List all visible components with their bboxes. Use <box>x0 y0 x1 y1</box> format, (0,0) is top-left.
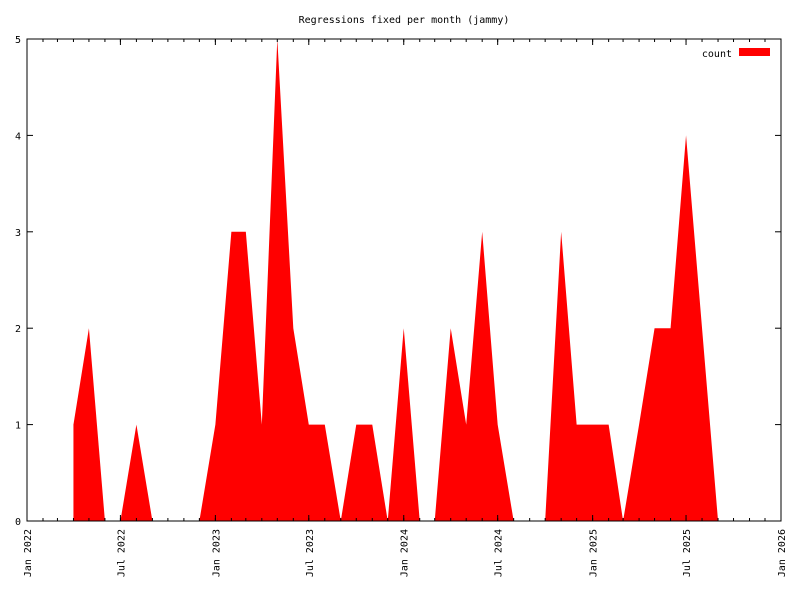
area-segment <box>387 328 420 521</box>
y-tick-label: 1 <box>15 421 21 432</box>
x-tick-label: Jan 2026 <box>777 529 788 577</box>
area-segment <box>120 424 153 521</box>
x-tick-label: Jul 2025 <box>682 529 693 577</box>
legend: count <box>702 48 770 60</box>
area-segment <box>340 424 388 521</box>
y-tick-label: 2 <box>15 324 21 335</box>
area-layer <box>73 39 719 522</box>
legend-label: count <box>702 49 732 60</box>
area-segment <box>434 231 514 522</box>
area-segment <box>73 328 105 521</box>
legend-swatch <box>739 48 770 56</box>
area-segment <box>545 231 624 522</box>
x-tick-label: Jan 2022 <box>23 529 34 577</box>
x-tick-label: Jul 2024 <box>494 529 505 577</box>
x-tick-label: Jan 2024 <box>400 529 411 577</box>
y-tick-label: 0 <box>15 517 21 528</box>
area-segment <box>623 135 719 521</box>
y-tick-label: 5 <box>15 35 21 46</box>
axis-layer: 0 1 2 3 4 5 Jan 2022 Jul 2022 Jan 2023 Jul 2023 Ja… <box>15 35 788 577</box>
x-tick-label: Jan 2023 <box>211 529 222 577</box>
x-tick-label: Jul 2023 <box>305 529 316 577</box>
area-segment <box>199 39 341 521</box>
x-tick-label: Jul 2022 <box>116 529 127 577</box>
x-tick-label: Jan 2025 <box>589 529 600 577</box>
y-tick-label: 3 <box>15 228 21 239</box>
chart-title: Regressions fixed per month (jammy) <box>299 15 510 26</box>
y-tick-label: 4 <box>15 131 21 142</box>
